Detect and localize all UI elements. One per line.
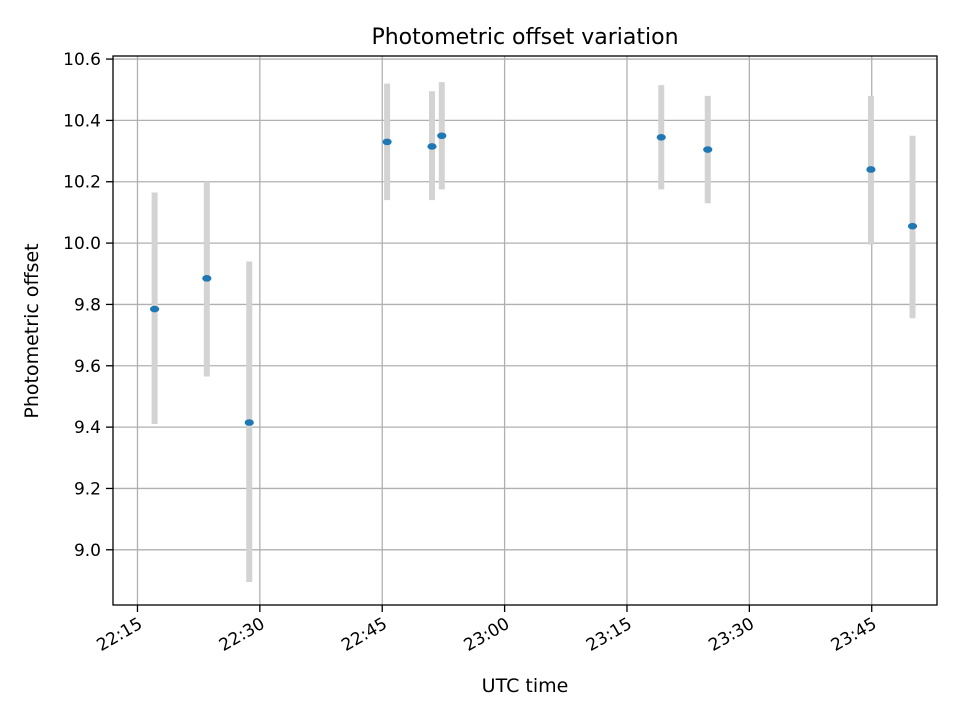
y-axis-label: Photometric offset	[21, 243, 43, 418]
y-tick-label: 10.0	[63, 234, 101, 254]
y-tick-label: 9.8	[74, 295, 101, 315]
data-point	[907, 222, 918, 230]
data-point	[150, 305, 160, 313]
y-tick-label: 9.6	[74, 357, 101, 377]
data-point	[427, 143, 437, 150]
data-point	[437, 132, 447, 140]
y-tick-label: 10.4	[63, 111, 101, 131]
y-axis-ticks: 9.0 9.2 9.4 9.6 9.8 10.0 10.2 10.4 10.6	[63, 50, 113, 561]
data-point	[202, 275, 212, 282]
plot-frame	[112, 55, 938, 606]
data-point	[656, 133, 666, 141]
data-point	[382, 138, 392, 146]
data-point	[703, 146, 713, 153]
y-tick-label: 10.6	[63, 50, 101, 70]
y-tick-label: 9.4	[74, 418, 101, 438]
data-points	[150, 132, 918, 426]
y-tick-label: 9.0	[74, 541, 101, 561]
x-axis-label: UTC time	[482, 675, 569, 697]
y-tick-label: 10.2	[63, 173, 101, 193]
data-point	[244, 419, 254, 426]
y-tick-label: 9.2	[74, 479, 101, 499]
chart-title: Photometric offset variation	[371, 25, 678, 50]
data-point	[866, 166, 876, 173]
